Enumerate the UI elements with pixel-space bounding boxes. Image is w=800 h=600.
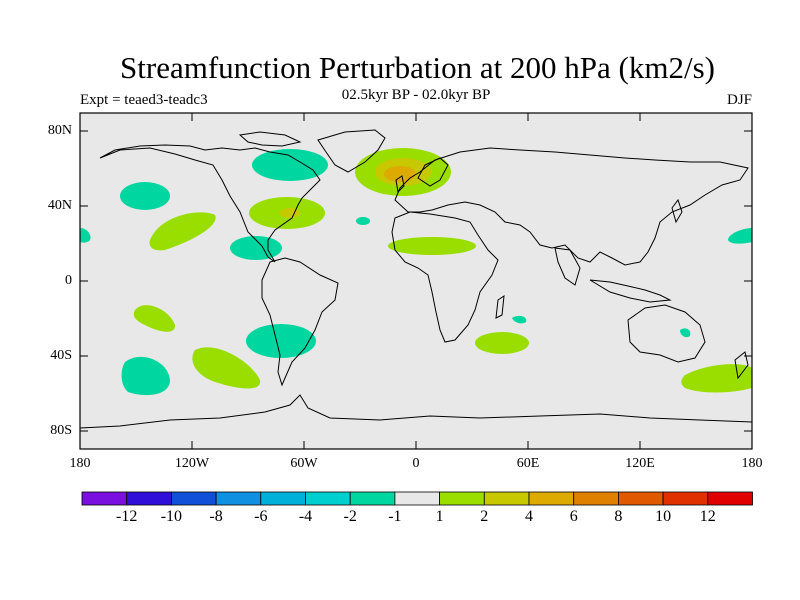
colorbar-box: [573, 491, 619, 506]
patch-neg-east-edge: [728, 228, 752, 244]
coast-uk: [395, 175, 405, 194]
colorbar-label: -4: [298, 508, 313, 525]
colorbar-label: -12: [116, 508, 138, 525]
colorbar-label: 2: [480, 508, 489, 525]
lon-label-120w: 120W: [174, 456, 210, 471]
lat-label-40n: 40N: [47, 198, 72, 213]
patch-pos-sindian: [475, 332, 529, 354]
lon-label-60w: 60W: [290, 456, 318, 471]
coast-antarctica: [79, 394, 753, 429]
colorbar-label: 8: [614, 508, 623, 525]
patch-neg-caribbean: [230, 236, 282, 260]
colorbar-box: [707, 491, 753, 506]
colorbar-box: [126, 491, 172, 506]
colorbar-label: -8: [209, 508, 223, 525]
patch-pos-africa: [388, 237, 476, 255]
patch-pos3-europe: [384, 166, 416, 182]
coast-australia: [627, 304, 706, 363]
colorbar-box: [483, 491, 530, 506]
colorbar-box: [394, 491, 440, 506]
lon-label-120e: 120E: [625, 456, 655, 471]
colorbar-box: [349, 491, 396, 506]
coast-greenland: [317, 129, 386, 173]
colorbar-label: -1: [388, 508, 402, 525]
axis-ticks: [80, 113, 752, 449]
lat-label-40s: 40S: [50, 348, 72, 363]
colorbar-box: [662, 491, 709, 506]
colorbar-label: 10: [655, 508, 672, 525]
coastlines: [79, 129, 753, 429]
coast-india: [554, 247, 581, 286]
experiment-label: Expt = teaed3-teadc3: [80, 92, 208, 108]
colorbar-label: 6: [569, 508, 578, 525]
colorbar-label: 4: [525, 508, 533, 525]
lon-label-180w: 180: [69, 456, 91, 471]
coast-new-zealand: [734, 351, 749, 380]
colorbar-label: 12: [699, 508, 716, 525]
season-label: DJF: [726, 92, 752, 108]
coast-scandinavia: [417, 157, 449, 187]
colorbar-label: -2: [343, 508, 357, 525]
coast-eurasia: [394, 147, 749, 266]
patch-pos-spacific: [133, 305, 176, 332]
patch-pos-southern: [681, 364, 752, 393]
patch-pos-sepacific: [192, 347, 261, 389]
colorbar-box: [528, 491, 575, 506]
patch-neg-australia: [680, 328, 691, 338]
patch-pos2-natlantic: [280, 208, 300, 218]
coast-madagascar: [495, 294, 505, 319]
patch-neg-canada: [252, 149, 328, 181]
colorbar-label: 1: [435, 508, 444, 525]
map-title: Streamfunction Perturbation at 200 hPa (…: [120, 50, 715, 85]
lat-label-80s: 80S: [50, 423, 72, 438]
coast-south-america: [261, 257, 339, 387]
colorbar-box: [305, 491, 351, 506]
colorbar-box: [618, 491, 664, 506]
patch-neg-npacific: [120, 182, 170, 210]
colorbar-box: [81, 491, 128, 506]
colorbar-box: [170, 491, 217, 506]
patch-neg-small-atl: [356, 217, 370, 225]
patch-pos-epacific: [149, 212, 216, 251]
lon-label-0: 0: [412, 456, 420, 471]
period-label: 02.5kyr BP - 02.0kyr BP: [341, 87, 491, 103]
lon-label-60e: 60E: [516, 456, 540, 471]
colorbar-box: [215, 491, 262, 506]
patch-neg-samerica: [246, 324, 316, 358]
colorbar: [81, 491, 753, 506]
colorbar-box: [260, 491, 306, 506]
coast-indonesia: [589, 279, 672, 303]
lat-label-80n: 80N: [47, 123, 72, 138]
colorbar-label: -6: [254, 508, 268, 525]
patch-neg-madagascar: [512, 315, 527, 324]
anomaly-patches: [80, 148, 752, 396]
coast-africa: [391, 211, 499, 343]
patch-neg-west-edge: [80, 228, 91, 243]
patch-neg-sopacific: [121, 356, 170, 396]
colorbar-box: [439, 491, 485, 506]
lon-label-180e: 180: [741, 456, 763, 471]
coast-arctic-islands: [238, 131, 302, 147]
colorbar-label: -10: [160, 508, 183, 525]
coast-north-america: [99, 144, 321, 263]
coast-japan: [671, 198, 683, 224]
lat-label-0: 0: [65, 273, 72, 288]
